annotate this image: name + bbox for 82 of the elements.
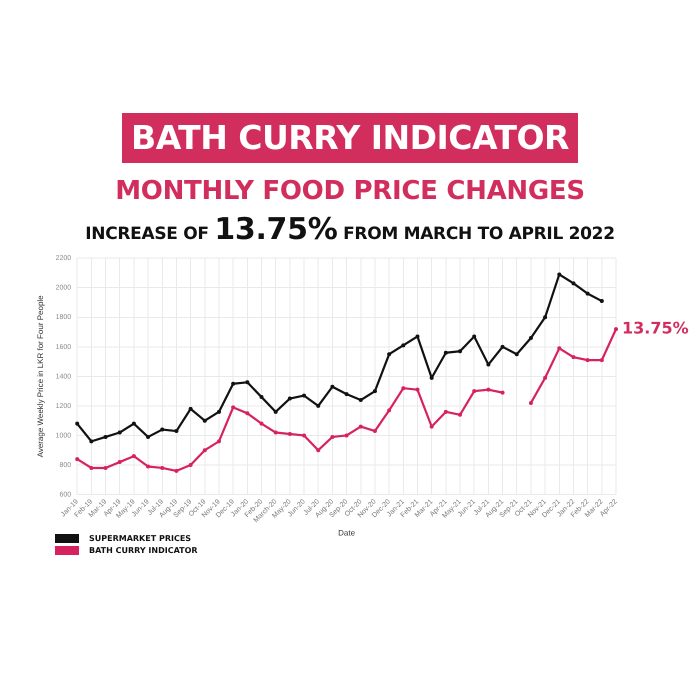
point <box>188 463 193 468</box>
point <box>344 433 349 438</box>
point <box>231 405 236 410</box>
point <box>288 432 292 436</box>
point <box>174 429 178 434</box>
point <box>600 358 604 362</box>
point <box>557 272 562 276</box>
point <box>118 460 122 464</box>
point <box>75 457 80 462</box>
point <box>458 349 462 354</box>
point <box>500 344 505 349</box>
point <box>245 380 250 384</box>
point <box>528 336 533 340</box>
point <box>146 464 150 468</box>
point <box>586 292 590 296</box>
point <box>302 394 306 398</box>
y-axis-title: Average Weekly Price in LKR for Four People <box>36 294 46 458</box>
point <box>600 299 604 304</box>
chart-title: BATH CURRY INDICATOR <box>122 113 578 163</box>
point <box>387 408 392 412</box>
point <box>89 439 94 444</box>
point <box>231 382 236 386</box>
point <box>132 454 136 458</box>
point <box>132 422 136 426</box>
annotation: 13.75% <box>622 318 689 338</box>
point <box>358 424 363 429</box>
point <box>401 386 406 390</box>
point <box>415 334 420 338</box>
point <box>444 410 448 414</box>
point <box>316 404 320 408</box>
point <box>528 400 533 405</box>
point <box>316 448 320 452</box>
point <box>330 434 334 439</box>
point <box>202 448 207 452</box>
point <box>586 358 590 362</box>
point <box>288 396 292 401</box>
point <box>216 439 221 444</box>
point <box>330 384 334 389</box>
point <box>401 343 406 348</box>
point <box>472 389 476 394</box>
point <box>160 466 164 470</box>
point <box>274 410 278 414</box>
point <box>104 434 108 439</box>
point <box>146 434 150 439</box>
point <box>571 281 576 286</box>
point <box>118 430 122 435</box>
point <box>216 410 221 414</box>
point <box>358 398 363 402</box>
point <box>486 388 490 392</box>
point <box>104 466 108 470</box>
point <box>274 430 278 435</box>
point <box>344 392 349 396</box>
point <box>472 334 476 338</box>
point <box>543 315 548 320</box>
point <box>444 350 448 355</box>
legend-label: SUPERMARKET PRICES <box>89 534 192 543</box>
point <box>571 355 576 360</box>
chart-subtitle: MONTHLY FOOD PRICE CHANGES <box>115 176 585 206</box>
text: INCREASE OF 13.75% FROM MARCH TO APRIL 2022 <box>85 212 615 247</box>
point <box>260 395 264 400</box>
point <box>160 428 164 432</box>
point <box>486 362 490 367</box>
point <box>543 376 548 380</box>
point <box>188 406 193 411</box>
point <box>500 390 505 395</box>
x-axis-title: Date <box>338 528 356 538</box>
point <box>387 352 392 356</box>
point <box>372 389 377 394</box>
point <box>557 346 562 350</box>
point <box>89 466 94 470</box>
legend-label: BATH CURRY INDICATOR <box>89 546 198 555</box>
point <box>260 422 264 426</box>
point <box>75 422 80 426</box>
point <box>202 418 207 423</box>
point <box>458 412 462 417</box>
point <box>245 411 250 416</box>
point <box>372 429 377 434</box>
point <box>302 433 306 438</box>
point <box>514 352 519 356</box>
point <box>174 468 178 473</box>
point <box>415 388 420 392</box>
point <box>614 327 618 332</box>
